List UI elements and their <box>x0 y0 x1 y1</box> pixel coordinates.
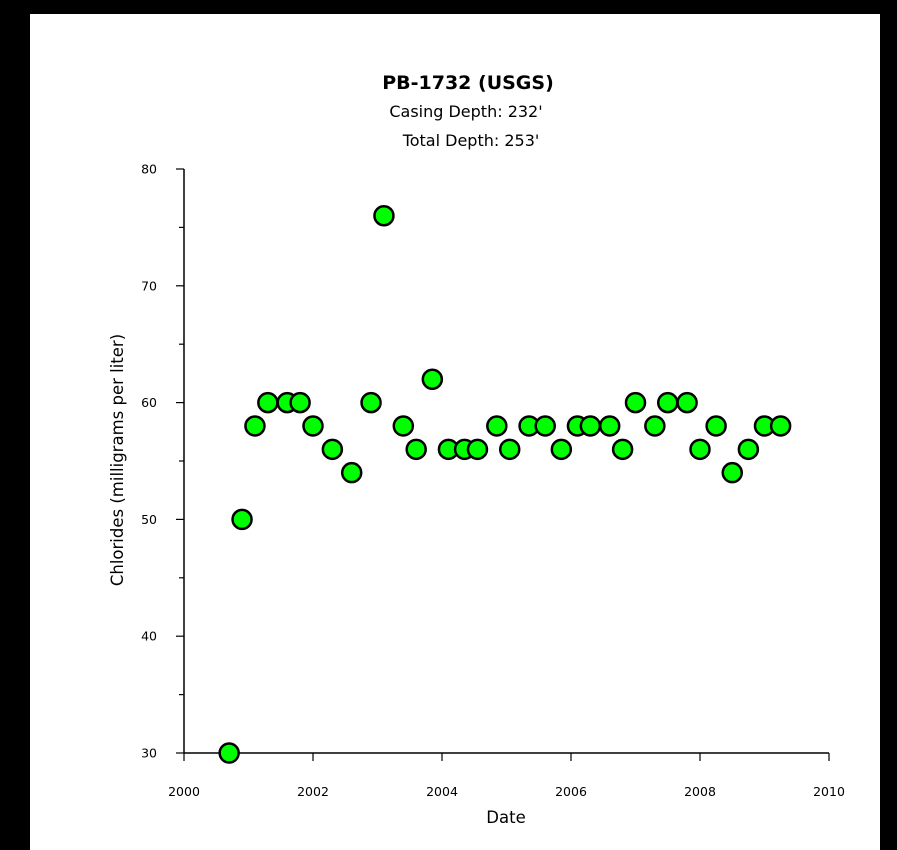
data-point <box>302 415 324 437</box>
y-tick-label: 70 <box>141 278 157 293</box>
ticks: 30 40 50 60 70 80 2000 2002 2004 2006 2008 2010 <box>141 162 845 800</box>
data-point <box>257 391 279 414</box>
data-point <box>737 438 760 461</box>
data-point <box>705 415 727 437</box>
data-point <box>550 438 573 461</box>
data-point <box>611 438 634 461</box>
data-point <box>340 461 363 484</box>
x-tick-label: 2008 <box>684 784 716 799</box>
data-point <box>579 415 602 437</box>
x-tick-label: 2000 <box>168 784 200 799</box>
x-tick-label: 2002 <box>297 784 329 799</box>
data-point <box>769 415 792 437</box>
data-point <box>360 391 382 414</box>
data-point <box>624 391 647 414</box>
data-point <box>721 461 743 484</box>
data-points <box>218 204 792 764</box>
data-point <box>598 415 621 437</box>
data-point <box>486 415 508 437</box>
data-point <box>689 438 711 461</box>
data-point <box>466 438 489 461</box>
data-point <box>392 415 415 437</box>
y-tick-label: 60 <box>141 395 157 410</box>
y-tick-label: 80 <box>141 162 157 177</box>
data-point <box>676 391 698 414</box>
x-tick-label: 2010 <box>813 784 845 799</box>
data-point <box>405 438 427 461</box>
x-axis-label: Date <box>486 808 525 827</box>
y-axis-label: Chlorides (milligrams per liter) <box>108 334 127 586</box>
chart-title: PB-1732 (USGS) <box>382 72 554 94</box>
axes <box>183 169 829 754</box>
data-point <box>657 391 679 414</box>
data-point <box>244 415 266 437</box>
data-point <box>289 391 311 414</box>
data-point <box>421 368 444 390</box>
data-point <box>218 742 240 764</box>
data-point <box>644 415 666 437</box>
y-tick-label: 30 <box>141 746 157 761</box>
data-point <box>231 508 253 531</box>
chart-subtitle-total-depth: Total Depth: 253' <box>402 131 540 150</box>
data-point <box>321 438 344 461</box>
data-point <box>534 415 556 437</box>
data-point <box>498 438 521 461</box>
y-tick-label: 50 <box>141 512 157 527</box>
x-tick-label: 2006 <box>555 784 587 799</box>
data-point <box>373 204 395 227</box>
x-tick-label: 2004 <box>426 784 458 799</box>
y-tick-label: 40 <box>141 629 157 644</box>
chart-subtitle-casing-depth: Casing Depth: 232' <box>389 102 542 121</box>
